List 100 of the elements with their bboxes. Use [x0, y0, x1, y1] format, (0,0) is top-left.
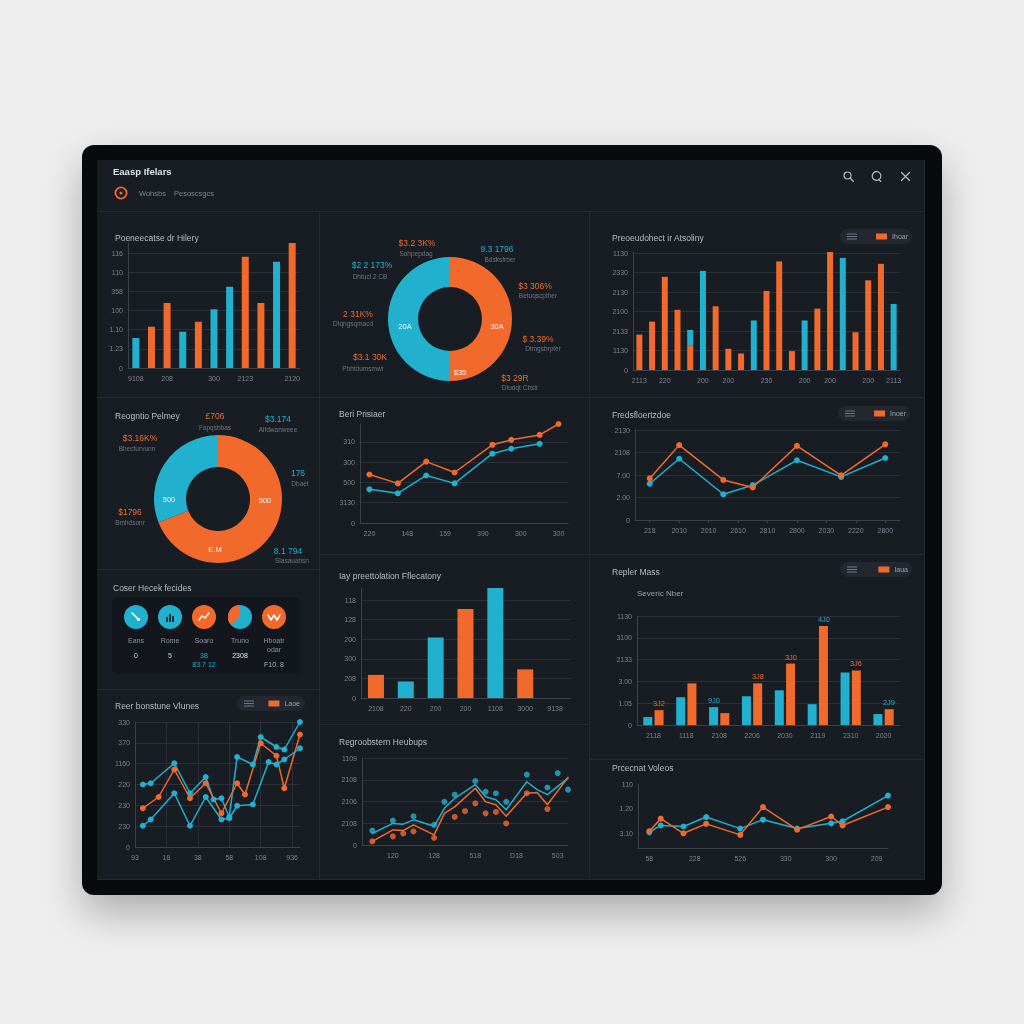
text: £706 [205, 411, 225, 421]
text: Coser Hecek fecides [113, 583, 192, 593]
point [882, 441, 889, 448]
bar [788, 351, 795, 370]
point [646, 475, 653, 482]
bar [801, 320, 808, 370]
text: Eaasp Ifelars [113, 166, 172, 177]
point [171, 760, 178, 767]
bar [226, 286, 234, 368]
text: $3 306% [518, 281, 553, 291]
point [155, 794, 162, 800]
chart-title: Reogntio Pelmey [115, 410, 181, 421]
bar [367, 674, 384, 698]
chart-title: Preoeudohect ir Atsoliny [612, 232, 705, 243]
point [218, 810, 225, 817]
text: $1796 [118, 507, 143, 517]
bar [257, 303, 265, 368]
bar [654, 710, 664, 725]
point [202, 774, 209, 780]
bar [865, 280, 872, 370]
point [394, 480, 401, 487]
point [249, 761, 256, 768]
point [187, 822, 193, 829]
point [389, 833, 396, 840]
bar [741, 696, 751, 725]
point [703, 820, 710, 827]
point [554, 770, 561, 777]
bar [163, 303, 171, 368]
bar [852, 332, 859, 370]
bar [884, 709, 894, 725]
point [565, 786, 571, 793]
chart-title: Fredsfloertzdoe [612, 409, 672, 420]
chart-title: Reer bonstune Vlunes [115, 700, 200, 711]
bar [427, 637, 444, 698]
text: $3.16K% [122, 433, 158, 443]
bar [179, 331, 187, 368]
chart-subtitle: Severic Nber [637, 588, 684, 598]
point [703, 814, 710, 821]
point [273, 761, 280, 768]
point [737, 831, 744, 838]
point [423, 472, 430, 479]
point [187, 795, 193, 802]
bar [814, 308, 821, 370]
point [202, 794, 209, 800]
text: $3.174 [265, 414, 292, 424]
point [202, 780, 209, 787]
chart-title: Prcecnat Voleos [612, 762, 674, 773]
point [139, 781, 146, 788]
point [451, 813, 458, 820]
bar [753, 683, 763, 725]
bar [661, 276, 668, 370]
bar [273, 261, 281, 368]
point [139, 822, 146, 829]
point [657, 815, 664, 822]
point [210, 796, 217, 803]
point [431, 834, 438, 841]
point [423, 458, 430, 465]
text: $3 29R [501, 373, 529, 383]
bar [763, 290, 770, 370]
point [234, 780, 241, 787]
text: 8.1 794 [273, 546, 303, 556]
bar [699, 270, 706, 370]
point [234, 754, 241, 760]
bar [786, 663, 796, 725]
point [147, 780, 154, 787]
point [257, 734, 264, 740]
bar [776, 261, 783, 370]
bar [132, 338, 140, 368]
point [218, 795, 225, 802]
point [218, 816, 225, 823]
bar [877, 263, 884, 370]
text: 176 [290, 468, 306, 478]
chart-title: Iay preettolation Fflecatony [339, 570, 442, 581]
point [389, 817, 396, 824]
bar [827, 252, 834, 370]
point [793, 457, 800, 464]
point [472, 800, 479, 807]
bar [851, 670, 861, 725]
point [544, 806, 551, 813]
bar [643, 717, 653, 725]
point [793, 442, 800, 449]
point [828, 820, 835, 827]
text: $2 2 173% [351, 260, 393, 270]
chart-title: Regroobstern Heubups [339, 736, 427, 747]
point [394, 490, 401, 497]
point [441, 798, 448, 805]
bar [194, 321, 202, 368]
chart-title: Repler Mass [612, 566, 660, 577]
bar [709, 707, 719, 725]
point [646, 480, 653, 487]
bar [649, 321, 656, 370]
bar [738, 353, 745, 370]
text: 9.3 1796 [480, 244, 514, 254]
point [885, 792, 891, 799]
point [234, 802, 241, 809]
point [544, 784, 551, 791]
point [273, 744, 280, 750]
bar [241, 256, 249, 368]
point [489, 450, 496, 457]
point [451, 480, 458, 487]
